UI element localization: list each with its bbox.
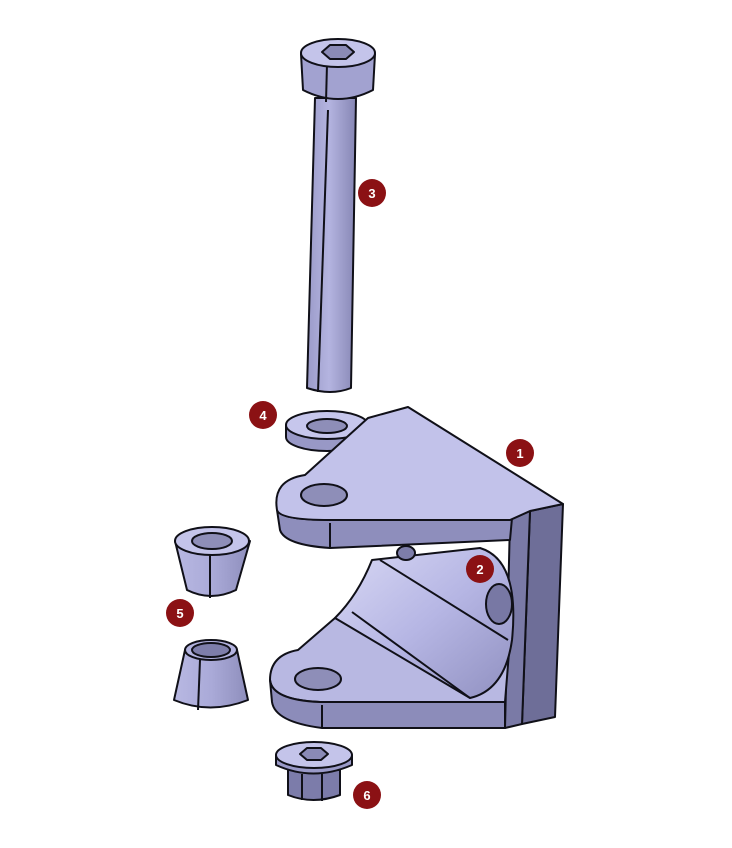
callout-2: 2 (466, 555, 494, 583)
upper-plate-hole (300, 483, 348, 507)
curved-trough (334, 547, 515, 699)
callout-4-label: 4 (259, 408, 267, 423)
bracket-body (269, 406, 564, 729)
callout-6: 6 (353, 781, 381, 809)
callout-4: 4 (249, 401, 277, 429)
callout-1: 1 (506, 439, 534, 467)
callout-1-label: 1 (516, 446, 523, 461)
callout-5: 5 (166, 599, 194, 627)
hex-socket (321, 44, 355, 60)
bushing-upper (174, 526, 251, 598)
cap-screw (300, 38, 376, 393)
side-hole-upper (396, 545, 416, 561)
nut-hex-socket (299, 747, 329, 761)
lower-plate-hole (294, 667, 342, 691)
side-hole (485, 583, 513, 625)
callout-3-label: 3 (368, 186, 375, 201)
callout-2-label: 2 (476, 562, 483, 577)
bushing-lower (173, 639, 249, 711)
callout-6-label: 6 (363, 788, 370, 803)
washer (285, 410, 369, 452)
callout-3: 3 (358, 179, 386, 207)
flange-nut (275, 741, 353, 801)
cap-screw-shaft (306, 97, 357, 393)
washer-hole (306, 418, 348, 434)
callout-5-label: 5 (176, 606, 183, 621)
